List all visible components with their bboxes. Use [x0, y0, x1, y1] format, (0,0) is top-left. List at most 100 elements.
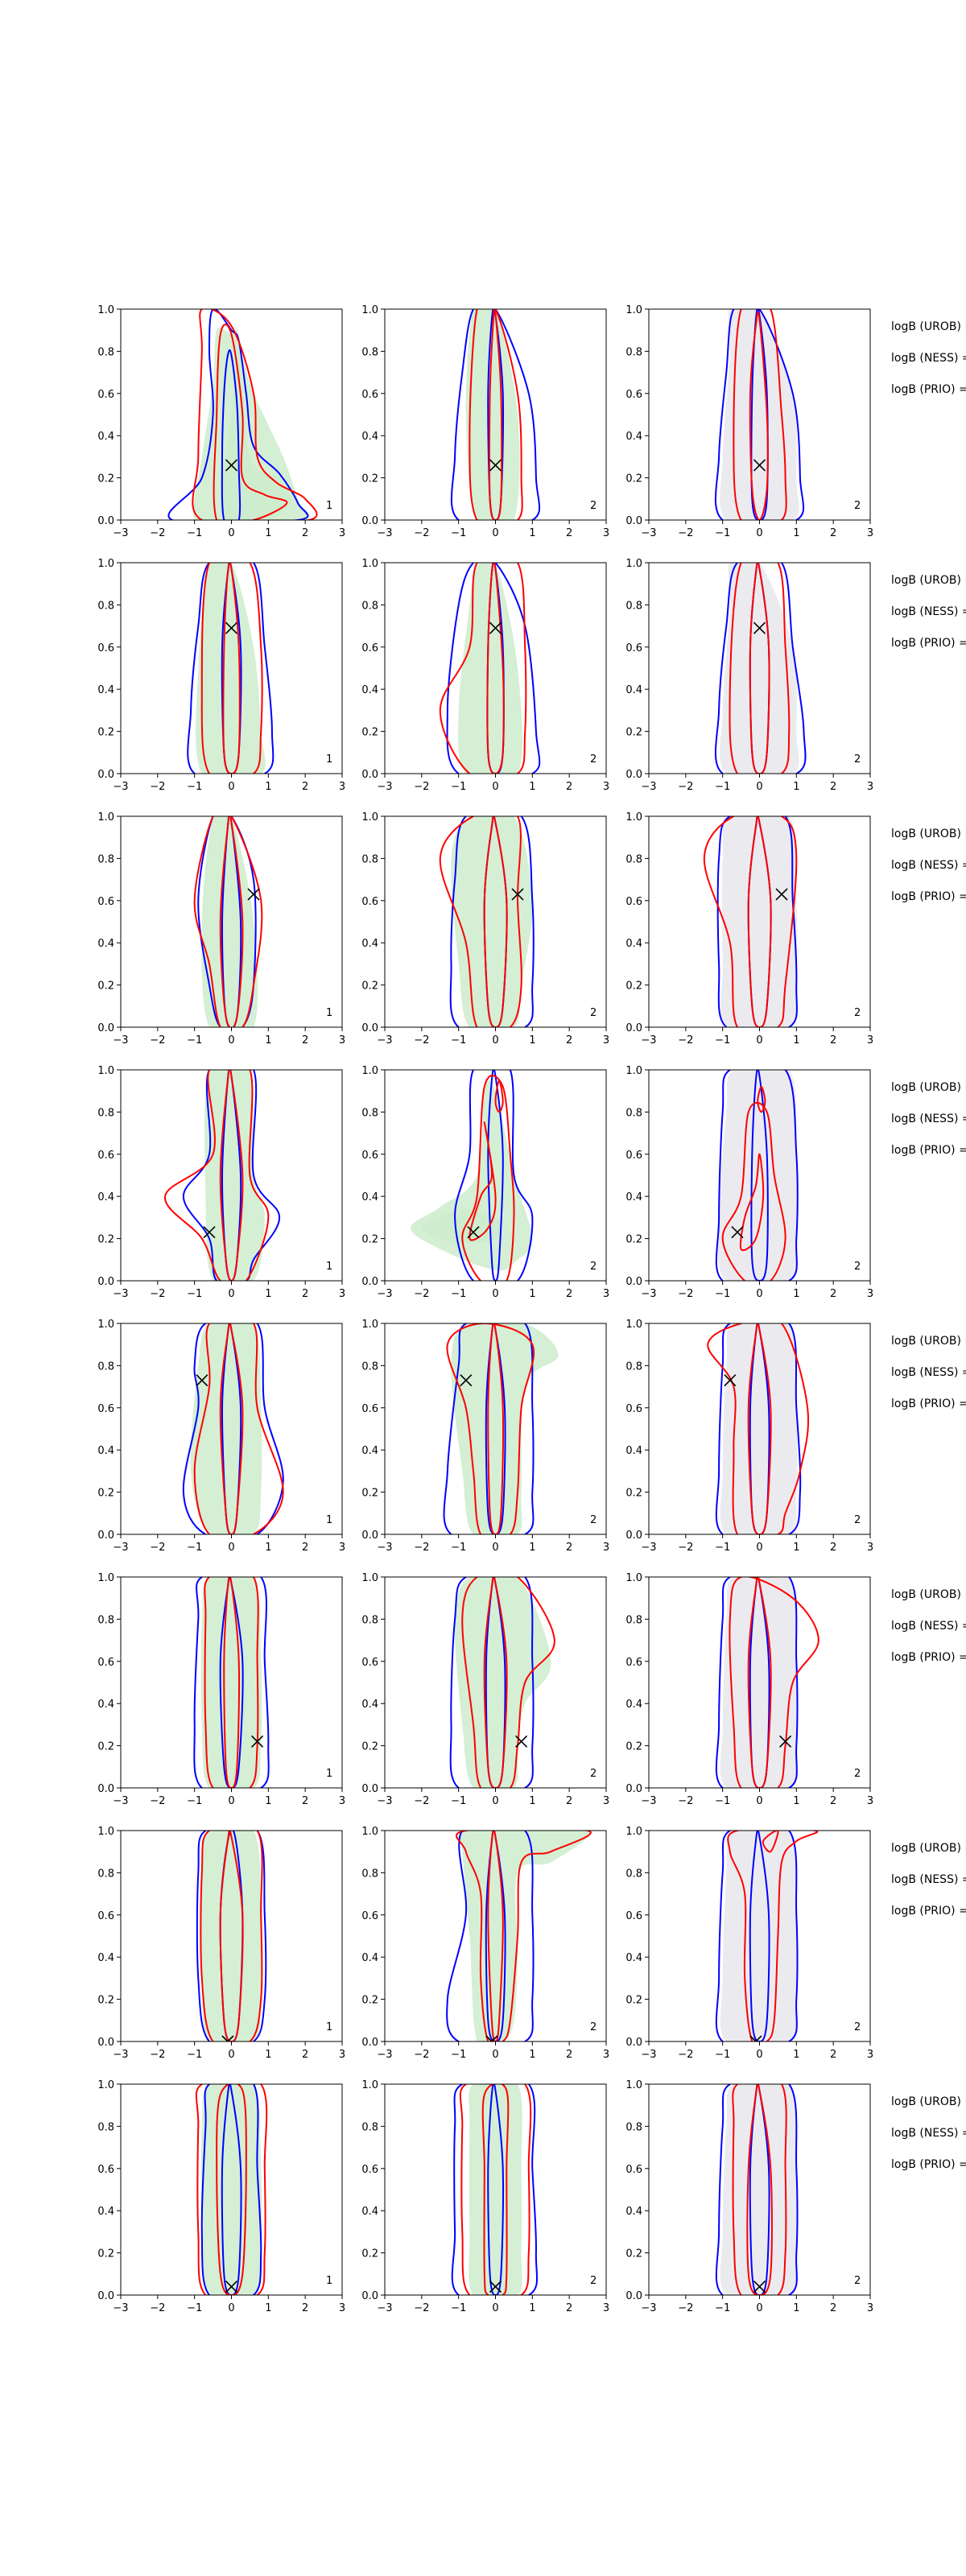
- density-fill: [200, 1577, 262, 1788]
- y-tick-label: 0.4: [97, 684, 114, 696]
- x-tick-label: 1: [265, 2302, 271, 2314]
- y-tick-label: 0.8: [97, 1360, 114, 1373]
- red-contour: [481, 2084, 510, 2295]
- y-tick-label: 1.0: [97, 811, 114, 824]
- y-tick-label: 0.0: [361, 2290, 378, 2302]
- x-tick-label: 3: [867, 2302, 873, 2314]
- x-tick-label: −2: [414, 2302, 429, 2314]
- x-tick-label: −2: [414, 1542, 429, 1554]
- y-tick-label: 1.0: [361, 2079, 378, 2091]
- red-contour: [483, 1577, 508, 1788]
- x-tick-label: −1: [187, 1288, 202, 1300]
- y-tick-label: 0.8: [625, 853, 642, 865]
- red-contour: [222, 563, 241, 774]
- x-tick-label: 1: [529, 2302, 535, 2314]
- y-tick-label: 0.6: [625, 2164, 642, 2176]
- y-tick-label: 0.2: [97, 2248, 114, 2260]
- x-tick-label: −2: [678, 781, 693, 793]
- blue-contour: [450, 309, 541, 520]
- y-tick-label: 0.8: [625, 1107, 642, 1119]
- y-tick-label: 1.0: [361, 1826, 378, 1838]
- y-tick-label: 1.0: [625, 2079, 642, 2091]
- x-tick-label: −2: [414, 1288, 429, 1300]
- y-tick-label: 0.6: [97, 1657, 114, 1669]
- x-tick-label: 2: [302, 527, 308, 539]
- x-tick-label: 3: [867, 2049, 873, 2061]
- y-tick-label: 0.4: [361, 1699, 378, 1711]
- logb-label: logB (UROB) =: [891, 574, 966, 587]
- x-tick-label: −3: [113, 1288, 128, 1300]
- y-tick-label: 0.4: [625, 1191, 642, 1203]
- logb-label: logB (UROB) =: [891, 2095, 966, 2108]
- x-tick-label: 3: [339, 2049, 345, 2061]
- marker-x: [749, 2035, 762, 2041]
- x-tick-label: −3: [641, 1034, 656, 1046]
- marker-x: [489, 621, 502, 634]
- panel: −3 −2 −1 0 1 2 3 0.0 0.2 0.4 0.6 0.8 1.0 2: [361, 1572, 609, 1807]
- x-tick-label: 2: [830, 1034, 836, 1046]
- red-contour: [469, 1121, 497, 1241]
- x-tick-label: 2: [830, 527, 836, 539]
- y-tick-label: 1.0: [361, 1065, 378, 1077]
- marker-x: [515, 1735, 528, 1748]
- x-tick-label: 1: [793, 1288, 799, 1300]
- marker-x: [225, 2280, 238, 2293]
- y-tick-label: 0.6: [97, 1910, 114, 1922]
- red-contour: [192, 309, 318, 520]
- panel-tag: 2: [854, 2021, 861, 2033]
- logb-label: logB (PRIO) =: [891, 1144, 966, 1157]
- y-tick-label: 0.8: [361, 346, 378, 358]
- y-tick-label: 0.0: [625, 1276, 642, 1288]
- x-tick-label: −3: [113, 1542, 128, 1554]
- density-fill: [204, 1070, 265, 1281]
- x-tick-label: 0: [492, 1795, 498, 1807]
- x-tick-label: 0: [756, 527, 762, 539]
- blue-contour: [221, 349, 242, 520]
- panel-tag: 2: [854, 1514, 861, 1526]
- x-tick-label: 3: [339, 1542, 345, 1554]
- x-tick-label: 0: [492, 2302, 498, 2314]
- panel: −3 −2 −1 0 1 2 3 0.0 0.2 0.4 0.6 0.8 1.0 2: [625, 304, 873, 539]
- panel-tag: 2: [590, 753, 597, 766]
- x-tick-label: 0: [756, 1288, 762, 1300]
- y-tick-label: 0.8: [625, 346, 642, 358]
- x-tick-label: 2: [566, 2302, 572, 2314]
- red-contour: [727, 1831, 819, 2041]
- y-tick-label: 1.0: [97, 304, 114, 316]
- red-contour: [213, 323, 288, 520]
- y-tick-label: 0.0: [97, 769, 114, 781]
- y-tick-label: 1.0: [361, 558, 378, 570]
- x-tick-label: −1: [451, 1034, 466, 1046]
- y-tick-label: 0.0: [97, 1783, 114, 1795]
- y-tick-label: 0.0: [625, 1022, 642, 1034]
- x-tick-label: 2: [302, 1795, 308, 1807]
- blue-contour: [451, 2084, 539, 2295]
- density-fill: [469, 2084, 522, 2295]
- y-tick-label: 0.8: [361, 1107, 378, 1119]
- blue-contour: [187, 563, 275, 774]
- y-tick-label: 0.2: [361, 473, 378, 485]
- y-tick-label: 0.6: [361, 642, 378, 654]
- logb-label: logB (UROB) =: [891, 1081, 966, 1094]
- y-tick-label: 0.4: [361, 1952, 378, 1964]
- x-tick-label: 0: [756, 1795, 762, 1807]
- x-tick-label: 2: [302, 1288, 308, 1300]
- y-tick-label: 0.2: [625, 1741, 642, 1753]
- y-tick-label: 0.2: [625, 1995, 642, 2007]
- red-contour: [219, 1070, 244, 1281]
- y-tick-label: 0.0: [97, 2037, 114, 2049]
- x-tick-label: 0: [228, 2302, 234, 2314]
- x-tick-label: 1: [265, 781, 271, 793]
- panel: −3 −2 −1 0 1 2 3 0.0 0.2 0.4 0.6 0.8 1.0 2: [361, 811, 609, 1046]
- blue-contour: [715, 1070, 799, 1281]
- y-tick-label: 1.0: [97, 1826, 114, 1838]
- x-tick-label: 3: [603, 2049, 609, 2061]
- logb-label: logB (NESS) =: [891, 352, 966, 365]
- red-contour: [486, 563, 505, 774]
- y-tick-label: 0.8: [97, 1868, 114, 1880]
- y-tick-label: 0.8: [625, 1614, 642, 1626]
- marker-x: [724, 1374, 737, 1387]
- y-tick-label: 0.0: [625, 1783, 642, 1795]
- y-tick-label: 0.2: [625, 2248, 642, 2260]
- x-tick-label: 0: [756, 1034, 762, 1046]
